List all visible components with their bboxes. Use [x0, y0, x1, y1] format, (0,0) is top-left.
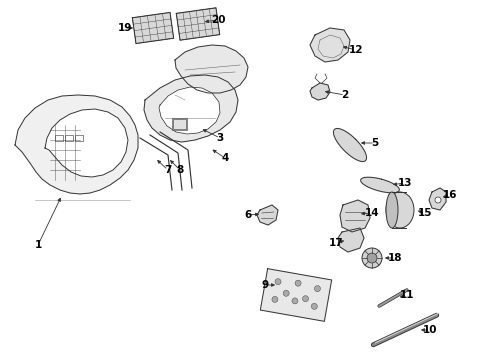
Polygon shape [159, 87, 220, 134]
Circle shape [315, 285, 320, 292]
Text: 19: 19 [118, 23, 132, 33]
Circle shape [362, 248, 382, 268]
Polygon shape [175, 45, 248, 93]
Polygon shape [429, 188, 446, 210]
Text: 10: 10 [423, 325, 437, 335]
Circle shape [283, 290, 289, 296]
Polygon shape [310, 28, 350, 62]
Polygon shape [45, 109, 128, 177]
Circle shape [367, 253, 377, 263]
Text: 8: 8 [176, 165, 184, 175]
Text: 18: 18 [388, 253, 402, 263]
Polygon shape [338, 228, 364, 252]
Polygon shape [361, 177, 399, 193]
Circle shape [272, 296, 278, 302]
Circle shape [311, 303, 318, 309]
Circle shape [292, 298, 298, 304]
Polygon shape [15, 95, 138, 194]
Bar [75, 135, 83, 141]
Polygon shape [257, 205, 278, 225]
Text: 16: 16 [443, 190, 457, 200]
Bar [172, 118, 187, 130]
Polygon shape [176, 8, 220, 40]
Text: 2: 2 [342, 90, 348, 100]
Text: 15: 15 [418, 208, 432, 218]
Text: 11: 11 [400, 290, 414, 300]
Polygon shape [340, 200, 370, 232]
Circle shape [295, 280, 301, 286]
Bar [65, 135, 73, 141]
Text: 17: 17 [329, 238, 343, 248]
Text: 9: 9 [262, 280, 269, 290]
Circle shape [435, 197, 441, 203]
Ellipse shape [386, 192, 414, 228]
Text: 6: 6 [245, 210, 252, 220]
Text: 1: 1 [34, 240, 42, 250]
Bar [55, 135, 63, 141]
Bar [173, 119, 186, 129]
Circle shape [302, 296, 309, 302]
Circle shape [275, 279, 281, 285]
Ellipse shape [386, 192, 398, 228]
Polygon shape [260, 269, 332, 321]
Polygon shape [310, 83, 330, 100]
Text: 4: 4 [221, 153, 229, 163]
Text: 5: 5 [371, 138, 379, 148]
Polygon shape [132, 13, 173, 44]
Text: 12: 12 [349, 45, 363, 55]
Text: 7: 7 [164, 165, 171, 175]
Text: 3: 3 [217, 133, 223, 143]
Polygon shape [144, 75, 238, 142]
Polygon shape [334, 129, 367, 162]
Text: 14: 14 [365, 208, 379, 218]
Text: 13: 13 [398, 178, 412, 188]
Text: 20: 20 [211, 15, 225, 25]
